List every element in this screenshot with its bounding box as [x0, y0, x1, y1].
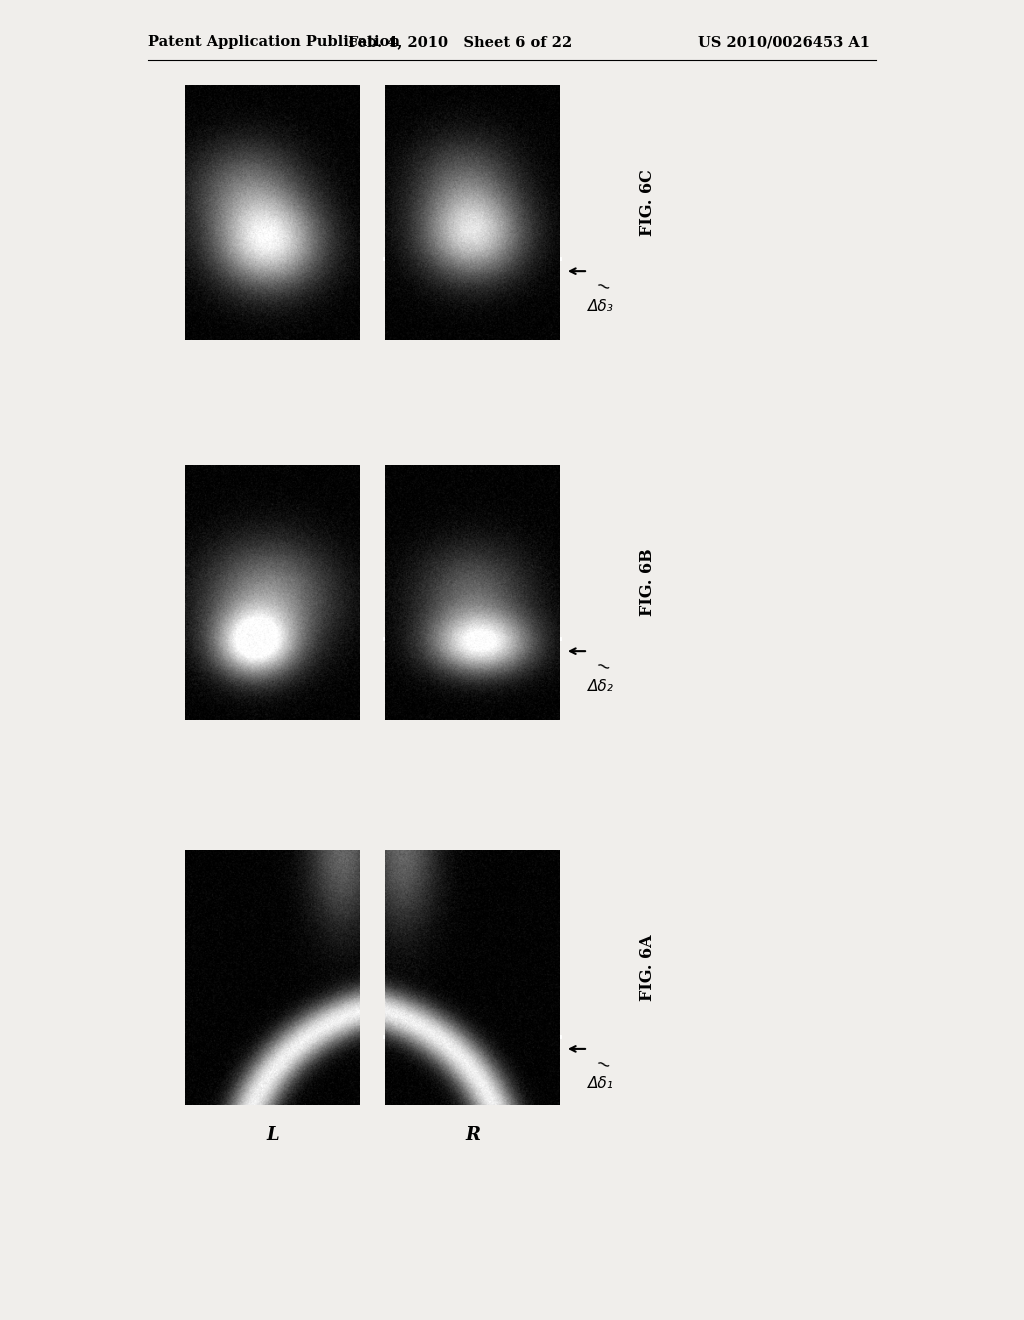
Text: R: R: [465, 1126, 480, 1144]
Text: ~: ~: [592, 1053, 612, 1076]
Text: ~: ~: [592, 276, 612, 298]
Text: Patent Application Publication: Patent Application Publication: [148, 36, 400, 49]
Text: Δδ₃: Δδ₃: [588, 298, 613, 314]
Text: FIG. 6A: FIG. 6A: [640, 935, 656, 1001]
Text: Feb. 4, 2010   Sheet 6 of 22: Feb. 4, 2010 Sheet 6 of 22: [348, 36, 572, 49]
Text: Δδ₂: Δδ₂: [588, 678, 613, 693]
Text: US 2010/0026453 A1: US 2010/0026453 A1: [698, 36, 870, 49]
Text: L: L: [266, 1126, 279, 1144]
Text: FIG. 6B: FIG. 6B: [640, 549, 656, 616]
Text: Δδ₁: Δδ₁: [588, 1076, 613, 1092]
Text: FIG. 6C: FIG. 6C: [640, 169, 656, 236]
Text: ~: ~: [592, 656, 612, 678]
